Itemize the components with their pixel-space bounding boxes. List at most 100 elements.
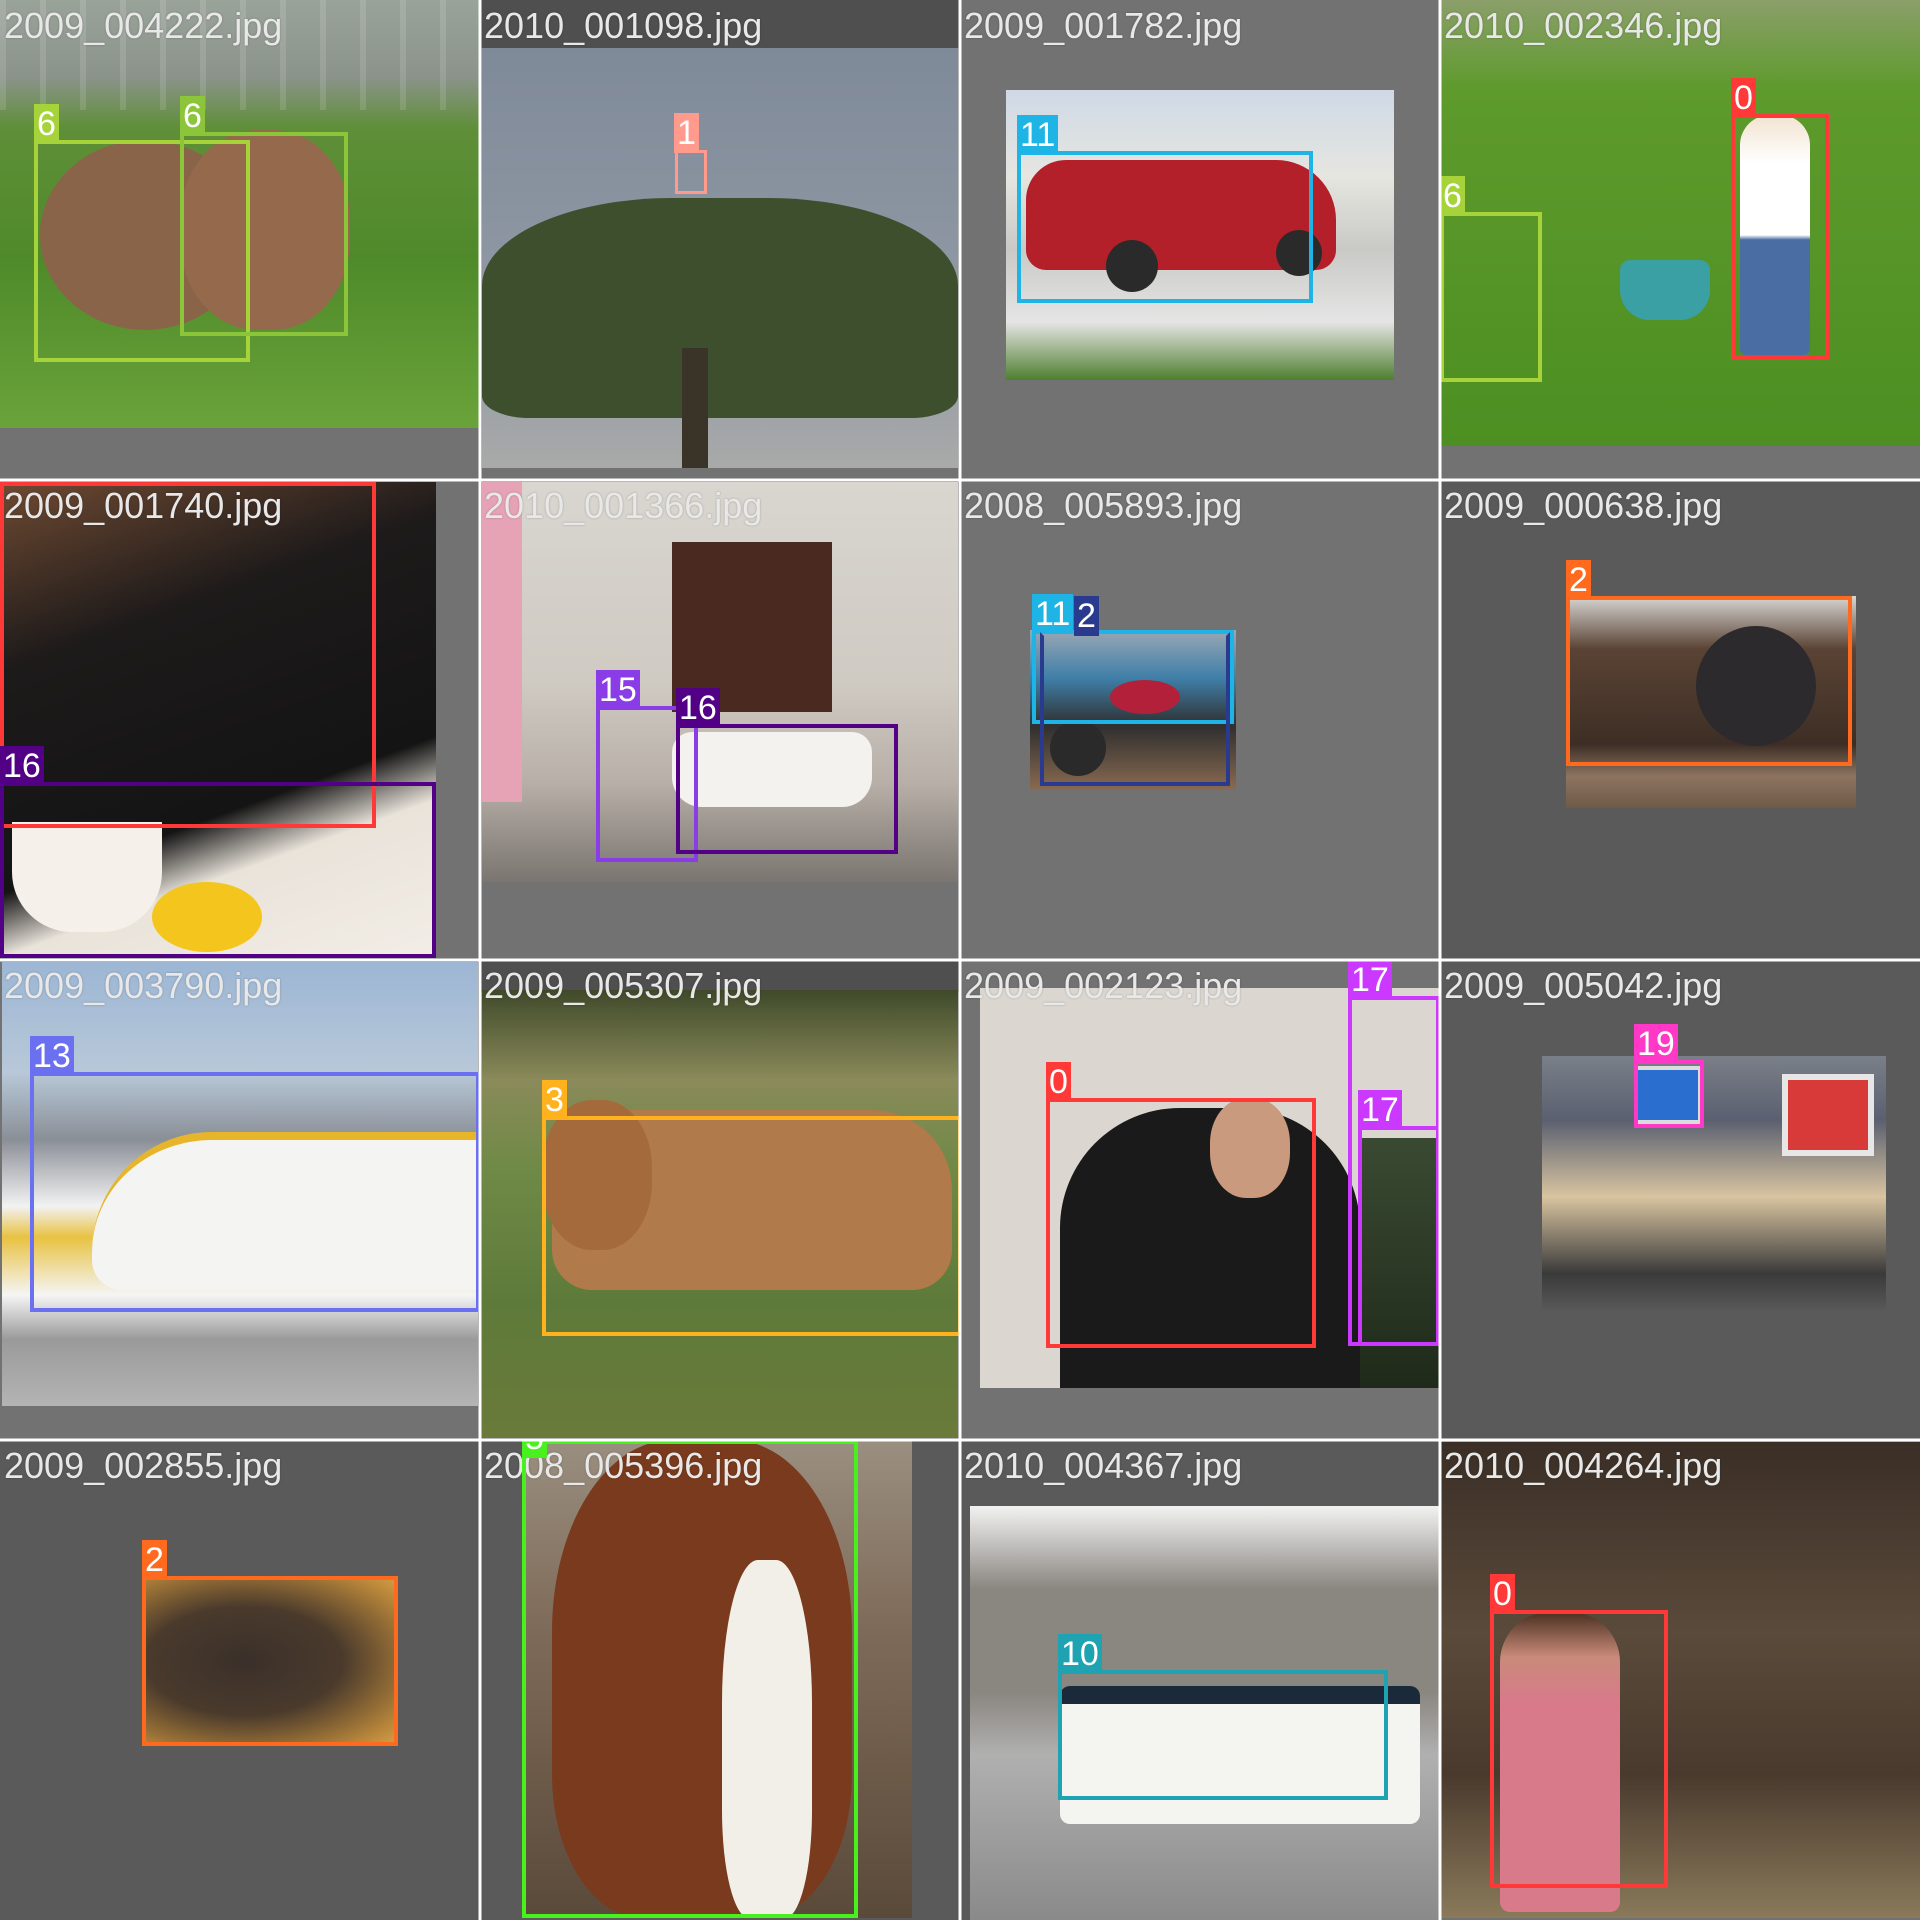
sheep-right <box>180 130 350 330</box>
tile-filename: 2009_003790.jpg <box>4 965 283 1006</box>
bbox-bus: 10 <box>1058 1634 1388 1800</box>
curtain <box>482 482 522 802</box>
bbox-label: 6 <box>180 96 205 136</box>
bbox-label: 5 <box>522 1440 547 1458</box>
bbox-cow: 3 <box>542 1080 960 1336</box>
bbox-motorbike: 2 <box>1040 596 1230 786</box>
tile-2010-001098: 2010_001098.jpg 1 <box>480 0 960 480</box>
bbox-label: 0 <box>0 480 25 486</box>
cow-head <box>542 1100 652 1250</box>
photo-motorcycle <box>1030 630 1236 790</box>
bbox-label: 16 <box>676 688 720 728</box>
tile-2008-005893: 2008_005893.jpg 11 2 <box>960 480 1440 960</box>
tile-filename: 2009_000638.jpg <box>1444 485 1723 526</box>
tile-2009-002855: 2009_002855.jpg 2 <box>0 1440 480 1920</box>
plant <box>1360 1138 1440 1388</box>
bbox-label: 10 <box>1058 1634 1102 1674</box>
photo-office-desk <box>1542 1056 1886 1312</box>
photo-cat-face <box>142 1576 398 1746</box>
tile-top-band <box>480 0 960 48</box>
tile-filename: 2009_005042.jpg <box>1444 965 1723 1006</box>
tile-2010-001366: 2010_001366.jpg 15 16 <box>480 480 960 960</box>
bbox-person: 0 <box>1731 78 1829 360</box>
photo-horse <box>522 1440 912 1918</box>
tile-filename: 2009_001740.jpg <box>4 485 283 526</box>
bbox-label: 0 <box>1731 78 1756 118</box>
bus-body <box>1060 1686 1420 1824</box>
tile-2009-005042: 2009_005042.jpg 19 <box>1440 960 1920 1440</box>
photo-man-tea <box>2 482 436 958</box>
photo-red-car <box>1006 90 1394 380</box>
bbox-chair: 15 <box>596 670 698 862</box>
tile-2010-002346: 2010_002346.jpg 0 6 <box>1440 0 1920 480</box>
bbox-tvmonitor: 19 <box>1634 1024 1704 1128</box>
train-nose <box>92 1132 478 1290</box>
bbox-table: 16 <box>0 746 436 958</box>
tile-2009-005307: 2009_005307.jpg 3 <box>480 960 960 1440</box>
bbox-cat: 2 <box>142 1540 398 1746</box>
child-figure <box>1740 115 1810 355</box>
tree-trunk <box>682 348 708 468</box>
bbox-label: 15 <box>596 670 640 710</box>
bbox-sheep-1: 6 <box>34 104 250 362</box>
tree-canopy <box>482 198 958 418</box>
tile-2009-000638: 2009_000638.jpg 2 <box>1440 480 1920 960</box>
monitor-right <box>1782 1074 1874 1156</box>
photo-dining-room <box>482 482 958 882</box>
horse-blaze <box>722 1560 812 1918</box>
bbox-table: 16 <box>676 688 898 854</box>
tile-filename: 2009_002123.jpg <box>964 965 1243 1006</box>
photo-cow <box>482 990 958 1438</box>
tile-2009-004222: 2009_004222.jpg 6 6 <box>0 0 480 480</box>
tile-2009-002123: 2009_002123.jpg 0 17 17 <box>960 960 1440 1440</box>
bbox-label: 2 <box>1566 560 1591 600</box>
tile-filename: 2009_005307.jpg <box>484 965 763 1006</box>
bbox-car: 11 <box>1032 594 1234 724</box>
bbox-label: 11 <box>1017 115 1059 155</box>
bbox-label: 17 <box>1348 960 1392 1000</box>
bbox-train: 13 <box>30 1036 480 1312</box>
teacup <box>12 822 162 932</box>
photo-girl-barn <box>1440 1442 1920 1918</box>
bbox-label: 6 <box>1440 176 1465 216</box>
tile-filename: 2009_001782.jpg <box>964 5 1243 46</box>
bbox-label: 3 <box>542 1080 567 1120</box>
rubber-duck <box>152 882 262 952</box>
bbox-label: 0 <box>1490 1574 1515 1614</box>
fence <box>0 0 480 110</box>
bbox-bird: 1 <box>674 113 707 194</box>
bbox-label: 13 <box>30 1036 74 1076</box>
car-wheel-rear <box>1276 230 1322 276</box>
photo-bus <box>970 1506 1440 1920</box>
tile-2010-004367: 2010_004367.jpg 10 <box>960 1440 1440 1920</box>
tile-filename: 2010_002346.jpg <box>1444 5 1723 46</box>
tile-2009-003790: 2009_003790.jpg 13 <box>0 960 480 1440</box>
photo-child-field <box>1440 0 1920 446</box>
bbox-label: 0 <box>1046 1062 1071 1102</box>
tile-filename: 2009_002855.jpg <box>4 1445 283 1486</box>
tile-filename: 2010_004367.jpg <box>964 1445 1243 1486</box>
bbox-sheep-2: 6 <box>180 96 348 336</box>
man-face <box>1210 1098 1290 1198</box>
bbox-label: 6 <box>34 104 59 144</box>
photo-cat-lying <box>1566 596 1856 808</box>
bbox-car: 11 <box>1017 115 1313 303</box>
tile-filename: 2009_004222.jpg <box>4 5 283 46</box>
tile-2009-001740: 2009_001740.jpg 0 16 <box>0 480 480 960</box>
tile-2008-005396: 2008_005396.jpg 5 <box>480 1440 960 1920</box>
bbox-label: 2 <box>142 1540 167 1580</box>
bbox-label: 19 <box>1634 1024 1678 1064</box>
photo-birds-tree <box>482 48 958 468</box>
car-wheel-front <box>1106 240 1158 292</box>
tile-2010-004264: 2010_004264.jpg 0 <box>1440 1440 1920 1920</box>
photo-man-mug <box>980 988 1440 1388</box>
bbox-plant-2: 17 <box>1358 1090 1440 1346</box>
bbox-cat: 2 <box>1566 560 1852 766</box>
bbox-sheep: 6 <box>1440 176 1542 382</box>
bbox-person: 0 <box>0 480 376 828</box>
girl-figure <box>1500 1612 1620 1912</box>
bbox-person: 0 <box>1490 1574 1668 1888</box>
bbox-label: 16 <box>0 746 44 786</box>
motorcycle-wheel <box>1050 720 1106 776</box>
